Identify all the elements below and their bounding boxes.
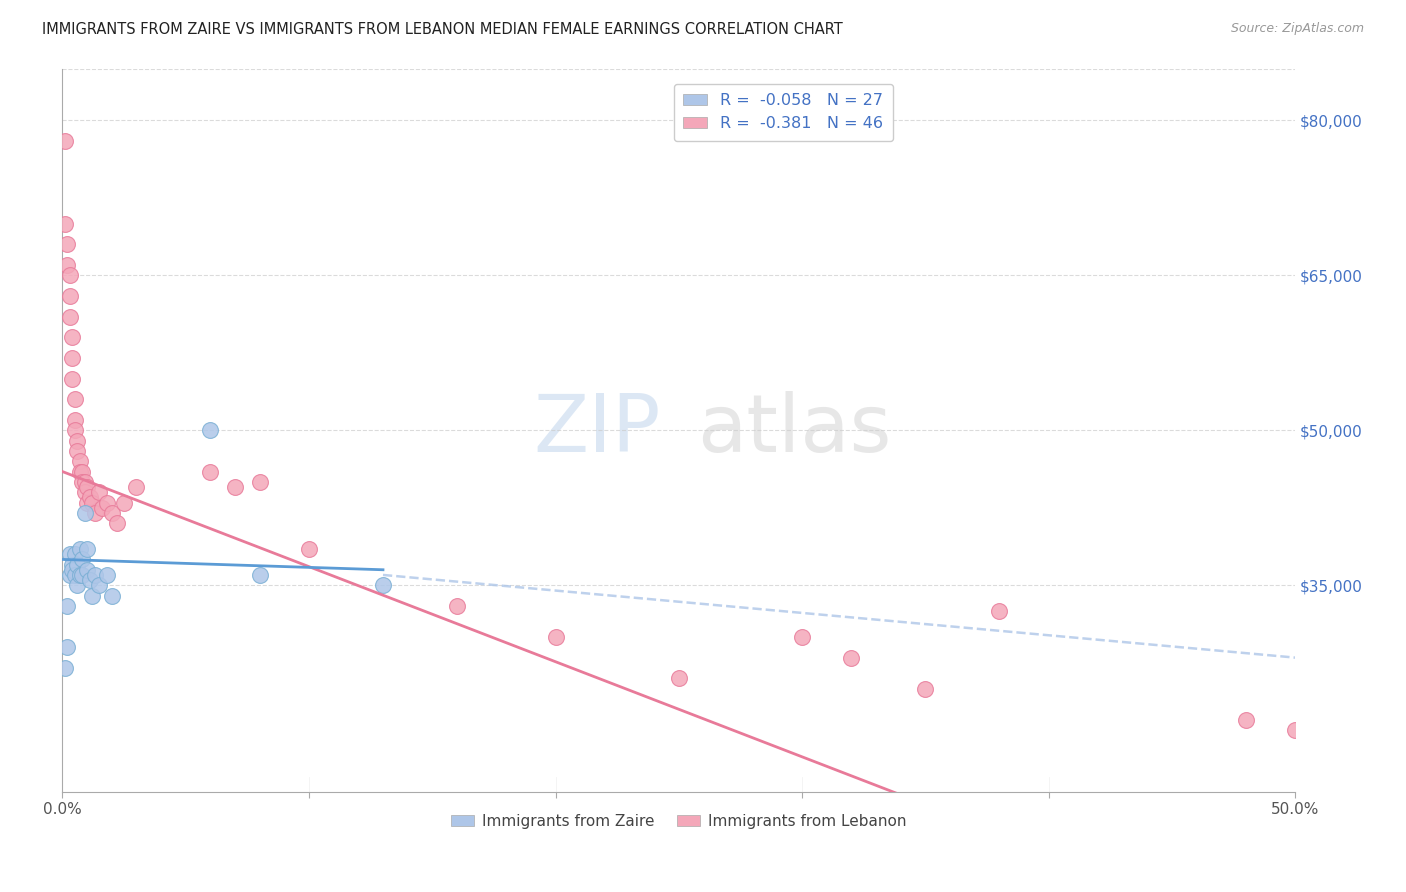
Point xyxy=(56,640,79,655)
Point xyxy=(70,552,93,566)
Point xyxy=(66,444,89,458)
Point xyxy=(76,542,98,557)
Text: IMMIGRANTS FROM ZAIRE VS IMMIGRANTS FROM LEBANON MEDIAN FEMALE EARNINGS CORRELAT: IMMIGRANTS FROM ZAIRE VS IMMIGRANTS FROM… xyxy=(42,22,844,37)
Point xyxy=(544,630,567,644)
Point xyxy=(112,495,135,509)
Point xyxy=(56,237,79,252)
Point xyxy=(73,485,96,500)
Point xyxy=(988,604,1011,618)
Point xyxy=(69,465,91,479)
Point xyxy=(79,491,101,505)
Point xyxy=(63,568,86,582)
Point xyxy=(841,650,863,665)
Point xyxy=(70,465,93,479)
Point xyxy=(70,475,93,489)
Point xyxy=(63,547,86,561)
Point xyxy=(249,475,271,489)
Text: atlas: atlas xyxy=(697,392,891,469)
Point xyxy=(59,289,82,303)
Point xyxy=(73,506,96,520)
Point xyxy=(371,578,394,592)
Point xyxy=(73,475,96,489)
Point xyxy=(63,413,86,427)
Point xyxy=(76,495,98,509)
Point xyxy=(790,630,813,644)
Point xyxy=(59,268,82,283)
Point xyxy=(70,568,93,582)
Point xyxy=(69,542,91,557)
Point xyxy=(80,495,103,509)
Point xyxy=(446,599,468,613)
Point xyxy=(96,568,118,582)
Point xyxy=(91,500,114,515)
Point xyxy=(105,516,128,531)
Point xyxy=(1234,713,1257,727)
Point xyxy=(56,599,79,613)
Point xyxy=(63,423,86,437)
Point xyxy=(89,485,111,500)
Point xyxy=(69,568,91,582)
Point xyxy=(83,506,105,520)
Point xyxy=(96,495,118,509)
Point xyxy=(66,558,89,572)
Point xyxy=(53,661,76,675)
Point xyxy=(80,589,103,603)
Point xyxy=(1284,723,1306,737)
Point xyxy=(63,392,86,407)
Point xyxy=(59,568,82,582)
Point xyxy=(914,681,936,696)
Point xyxy=(59,310,82,324)
Point xyxy=(101,589,124,603)
Point xyxy=(249,568,271,582)
Legend: Immigrants from Zaire, Immigrants from Lebanon: Immigrants from Zaire, Immigrants from L… xyxy=(446,808,912,835)
Point xyxy=(60,330,83,344)
Point xyxy=(101,506,124,520)
Point xyxy=(125,480,148,494)
Point xyxy=(200,465,222,479)
Point xyxy=(56,258,79,272)
Point xyxy=(60,558,83,572)
Point xyxy=(60,563,83,577)
Point xyxy=(76,563,98,577)
Point xyxy=(69,454,91,468)
Point xyxy=(53,134,76,148)
Point xyxy=(79,573,101,587)
Point xyxy=(224,480,246,494)
Point xyxy=(76,480,98,494)
Point xyxy=(60,351,83,365)
Point xyxy=(668,671,690,685)
Point xyxy=(83,568,105,582)
Point xyxy=(200,423,222,437)
Point xyxy=(60,371,83,385)
Point xyxy=(89,578,111,592)
Point xyxy=(298,542,321,557)
Point xyxy=(66,434,89,448)
Text: ZIP: ZIP xyxy=(533,392,661,469)
Point xyxy=(53,217,76,231)
Point xyxy=(59,547,82,561)
Point xyxy=(66,578,89,592)
Text: Source: ZipAtlas.com: Source: ZipAtlas.com xyxy=(1230,22,1364,36)
